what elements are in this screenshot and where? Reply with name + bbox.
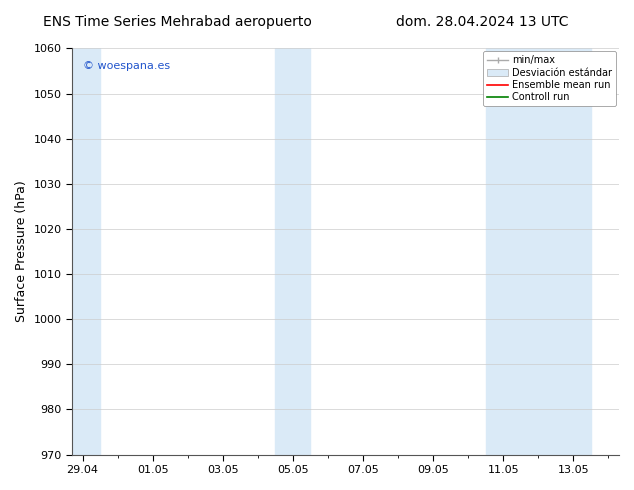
Y-axis label: Surface Pressure (hPa): Surface Pressure (hPa) [15, 181, 28, 322]
Bar [486, 49, 591, 455]
Text: ENS Time Series Mehrabad aeropuerto: ENS Time Series Mehrabad aeropuerto [43, 15, 312, 29]
Text: dom. 28.04.2024 13 UTC: dom. 28.04.2024 13 UTC [396, 15, 568, 29]
Bar [275, 49, 311, 455]
Bar [72, 49, 100, 455]
Text: © woespana.es: © woespana.es [83, 61, 170, 71]
Legend: min/max, Desviación estándar, Ensemble mean run, Controll run: min/max, Desviación estándar, Ensemble m… [483, 51, 616, 106]
